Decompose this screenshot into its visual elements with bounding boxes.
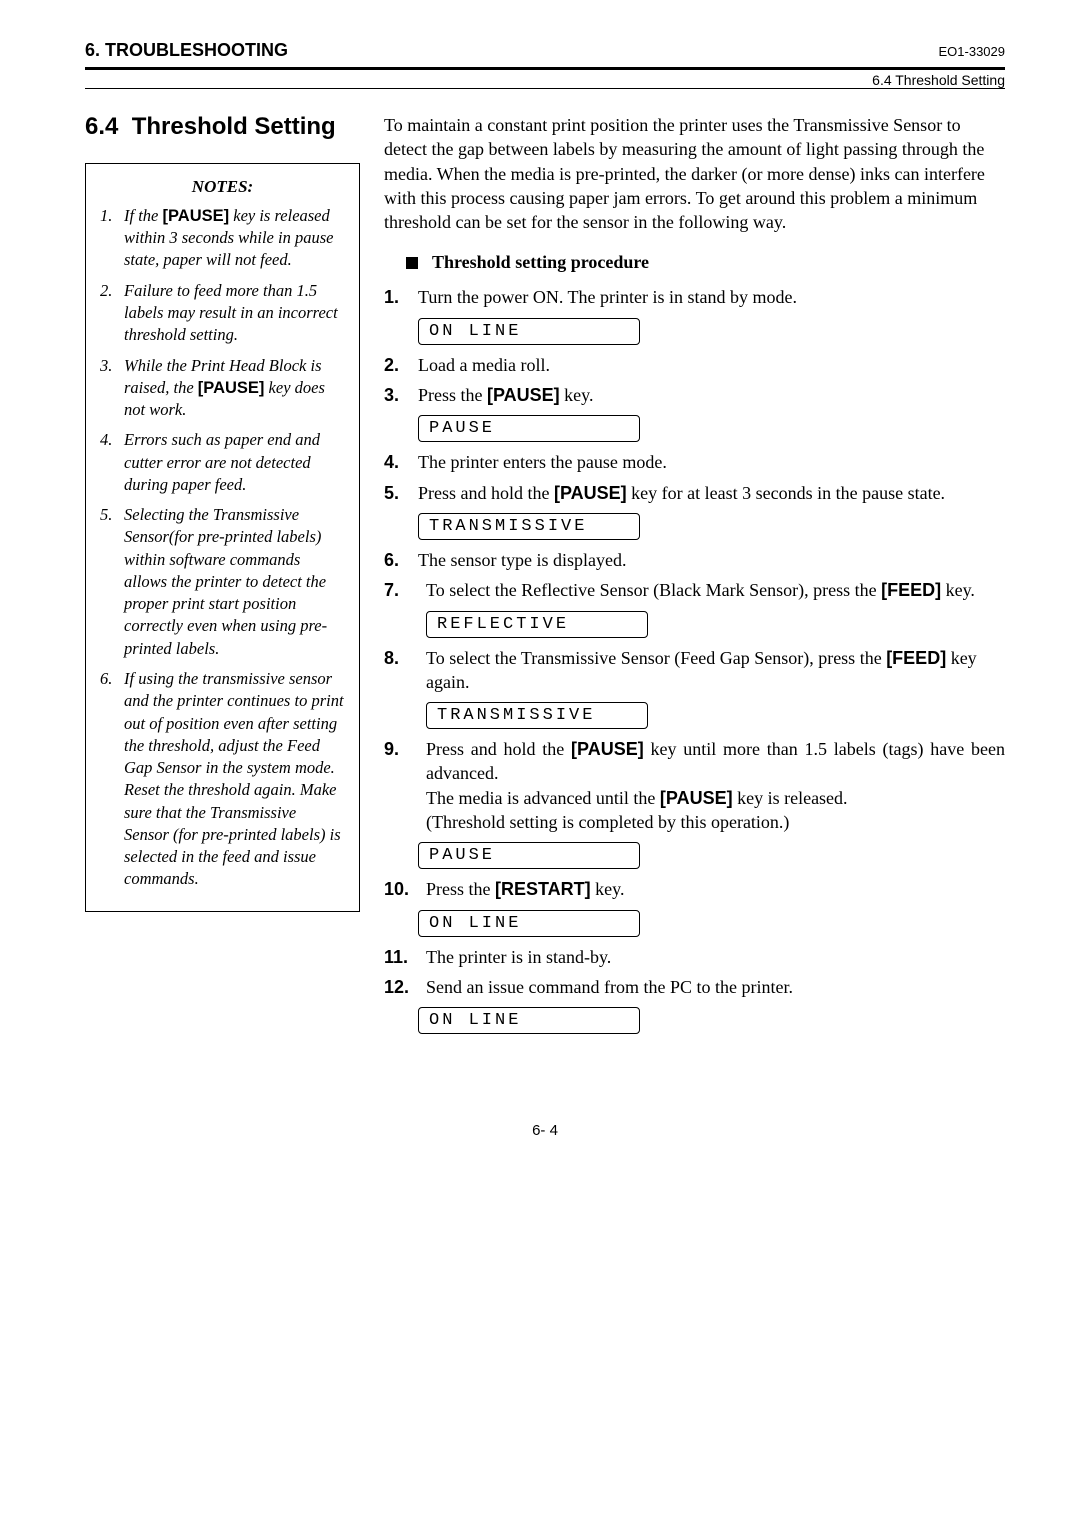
step-number: 2. [384, 353, 418, 377]
lcd-display: PAUSE [418, 415, 640, 442]
step: 12. Send an issue command from the PC to… [384, 975, 1005, 999]
step-text: Send an issue command from the PC to the… [426, 975, 1005, 999]
step-text: To select the Transmissive Sensor (Feed … [426, 646, 1005, 695]
note-text: Failure to feed more than 1.5 labels may… [124, 280, 345, 347]
pause-key: [PAUSE] [163, 207, 230, 225]
note-item: 6. If using the transmissive sensor and … [100, 668, 345, 891]
note-number: 6. [100, 668, 124, 891]
step-number: 7. [384, 578, 426, 602]
square-bullet-icon [406, 257, 418, 269]
lcd-display: ON LINE [418, 1007, 640, 1034]
step-text: The printer is in stand-by. [426, 945, 1005, 969]
header-left: 6. TROUBLESHOOTING [85, 40, 288, 61]
pause-key: [PAUSE] [487, 385, 560, 405]
procedure-heading: Threshold setting procedure [406, 252, 1005, 273]
notes-heading: NOTES: [100, 176, 345, 199]
notes-box: NOTES: 1. If the [PAUSE] key is released… [85, 163, 360, 912]
note-item: 5. Selecting the Transmissive Sensor(for… [100, 504, 345, 660]
note-item: 4. Errors such as paper end and cutter e… [100, 429, 345, 496]
header-rule-thick [85, 67, 1005, 70]
note-item: 1. If the [PAUSE] key is released within… [100, 205, 345, 272]
feed-key: [FEED] [886, 648, 946, 668]
step-text: Press and hold the [PAUSE] key until mor… [426, 737, 1005, 834]
lcd-display: REFLECTIVE [426, 611, 648, 638]
step: 10. Press the [RESTART] key. [384, 877, 1005, 901]
step-text: Press the [RESTART] key. [426, 877, 1005, 901]
note-number: 2. [100, 280, 124, 347]
note-text: While the Print Head Block is raised, th… [124, 355, 345, 422]
step-text: Press and hold the [PAUSE] key for at le… [418, 481, 1005, 505]
note-number: 4. [100, 429, 124, 496]
procedure-heading-text: Threshold setting procedure [432, 252, 649, 273]
step: 8. To select the Transmissive Sensor (Fe… [384, 646, 1005, 695]
step-number: 9. [384, 737, 426, 834]
page-footer: 6- 4 [85, 1122, 1005, 1139]
step-number: 4. [384, 450, 418, 474]
step-number: 3. [384, 383, 418, 407]
pause-key: [PAUSE] [660, 788, 733, 808]
note-text: Selecting the Transmissive Sensor(for pr… [124, 504, 345, 660]
lcd-display: TRANSMISSIVE [418, 513, 640, 540]
note-item: 2. Failure to feed more than 1.5 labels … [100, 280, 345, 347]
note-text: Errors such as paper end and cutter erro… [124, 429, 345, 496]
note-number: 1. [100, 205, 124, 272]
pause-key: [PAUSE] [554, 483, 627, 503]
lcd-display: PAUSE [418, 842, 640, 869]
step: 2. Load a media roll. [384, 353, 1005, 377]
step-number: 6. [384, 548, 418, 572]
step-text: Press the [PAUSE] key. [418, 383, 1005, 407]
step-number: 8. [384, 646, 426, 695]
content-columns: 6.4 Threshold Setting NOTES: 1. If the [… [85, 113, 1005, 1042]
page: 6. TROUBLESHOOTING EO1-33029 6.4 Thresho… [0, 0, 1080, 1179]
section-number: 6.4 [85, 113, 118, 140]
section-name: Threshold Setting [132, 113, 336, 140]
header-doc-id: EO1-33029 [939, 44, 1006, 59]
step-text: Load a media roll. [418, 353, 1005, 377]
section-title: 6.4 Threshold Setting [85, 113, 360, 141]
note-number: 5. [100, 504, 124, 660]
step: 5. Press and hold the [PAUSE] key for at… [384, 481, 1005, 505]
header-rule-thin [85, 88, 1005, 89]
note-item: 3. While the Print Head Block is raised,… [100, 355, 345, 422]
page-header: 6. TROUBLESHOOTING EO1-33029 [85, 40, 1005, 63]
header-subsection: 6.4 Threshold Setting [85, 72, 1005, 88]
pause-key: [PAUSE] [198, 379, 265, 397]
note-text: If using the transmissive sensor and the… [124, 668, 345, 891]
step-text: Turn the power ON. The printer is in sta… [418, 285, 1005, 309]
step: 11. The printer is in stand-by. [384, 945, 1005, 969]
step-number: 1. [384, 285, 418, 309]
restart-key: [RESTART] [495, 879, 591, 899]
intro-paragraph: To maintain a constant print position th… [384, 113, 1005, 234]
lcd-display: ON LINE [418, 910, 640, 937]
lcd-display: TRANSMISSIVE [426, 702, 648, 729]
step-number: 10. [384, 877, 426, 901]
step-number: 5. [384, 481, 418, 505]
right-column: To maintain a constant print position th… [384, 113, 1005, 1042]
step: 1. Turn the power ON. The printer is in … [384, 285, 1005, 309]
lcd-display: ON LINE [418, 318, 640, 345]
pause-key: [PAUSE] [571, 739, 644, 759]
step: 6. The sensor type is displayed. [384, 548, 1005, 572]
step: 4. The printer enters the pause mode. [384, 450, 1005, 474]
step-text: The sensor type is displayed. [418, 548, 1005, 572]
note-number: 3. [100, 355, 124, 422]
note-text: If the [PAUSE] key is released within 3 … [124, 205, 345, 272]
step-text: To select the Reflective Sensor (Black M… [426, 578, 1005, 602]
step: 7. To select the Reflective Sensor (Blac… [384, 578, 1005, 602]
step: 9. Press and hold the [PAUSE] key until … [384, 737, 1005, 834]
feed-key: [FEED] [881, 580, 941, 600]
left-column: 6.4 Threshold Setting NOTES: 1. If the [… [85, 113, 360, 1042]
step-number: 11. [384, 945, 426, 969]
notes-list: 1. If the [PAUSE] key is released within… [100, 205, 345, 891]
step-text: The printer enters the pause mode. [418, 450, 1005, 474]
step-number: 12. [384, 975, 426, 999]
step: 3. Press the [PAUSE] key. [384, 383, 1005, 407]
